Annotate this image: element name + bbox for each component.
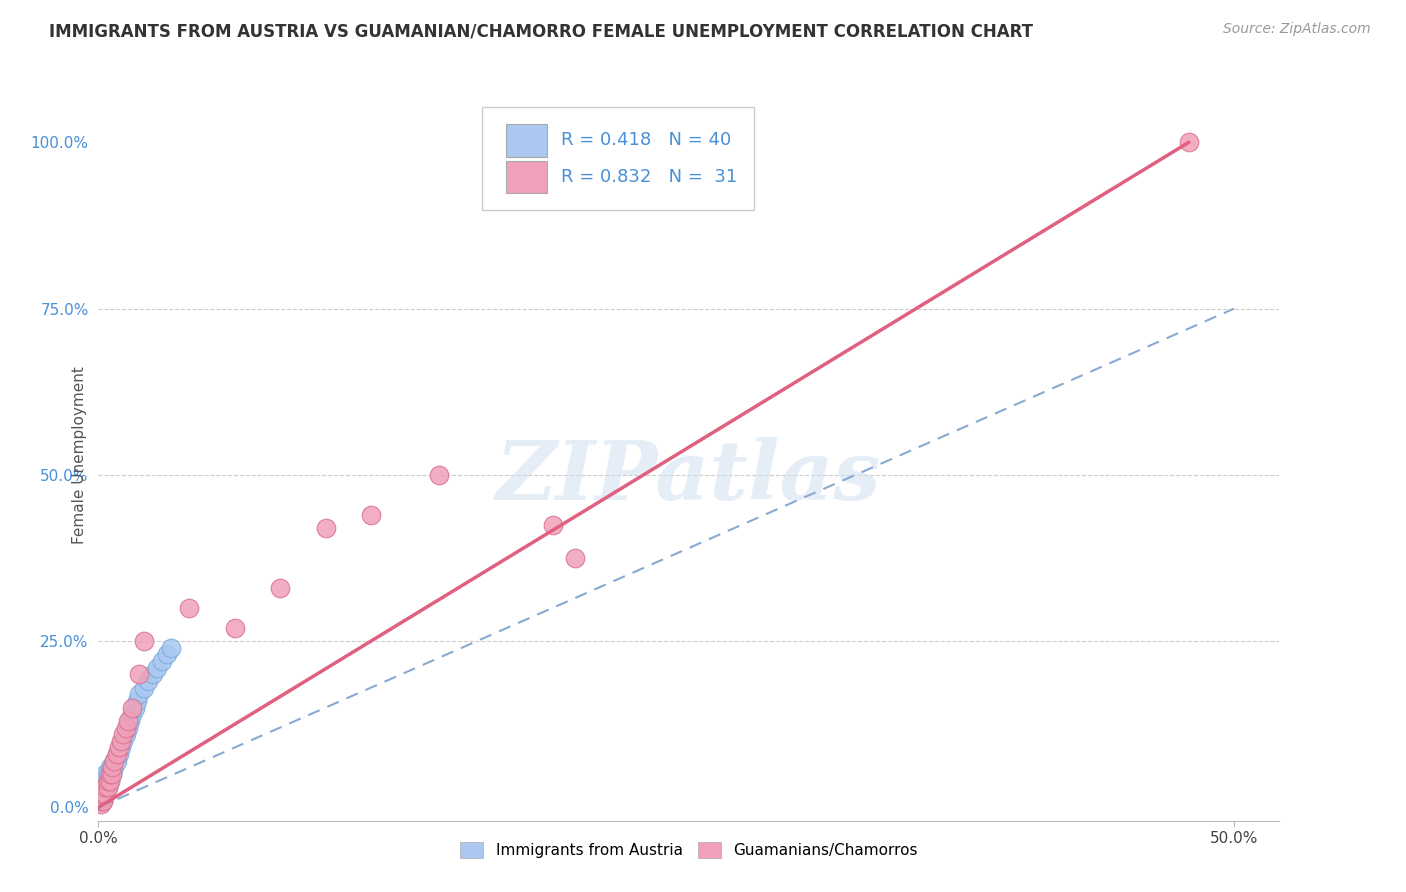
Legend: Immigrants from Austria, Guamanians/Chamorros: Immigrants from Austria, Guamanians/Cham… bbox=[454, 836, 924, 864]
Point bbox=[117, 721, 139, 735]
Point bbox=[90, 787, 112, 801]
Point bbox=[101, 767, 124, 781]
Point bbox=[94, 787, 117, 801]
Point bbox=[96, 780, 118, 795]
Point bbox=[105, 747, 128, 761]
FancyBboxPatch shape bbox=[506, 124, 547, 157]
Point bbox=[98, 767, 121, 781]
Point bbox=[96, 780, 118, 795]
Point bbox=[94, 773, 117, 788]
Point bbox=[98, 767, 121, 781]
Point bbox=[108, 747, 131, 761]
Point bbox=[108, 740, 131, 755]
Point bbox=[112, 727, 135, 741]
Point bbox=[110, 734, 132, 748]
Point bbox=[541, 517, 564, 532]
Point bbox=[103, 754, 125, 768]
Point bbox=[98, 773, 121, 788]
Point bbox=[90, 794, 112, 808]
Point bbox=[128, 667, 150, 681]
Point bbox=[101, 767, 124, 781]
Point bbox=[114, 721, 136, 735]
Point bbox=[90, 797, 112, 811]
Point bbox=[155, 648, 177, 662]
Point bbox=[101, 760, 124, 774]
Text: IMMIGRANTS FROM AUSTRIA VS GUAMANIAN/CHAMORRO FEMALE UNEMPLOYMENT CORRELATION CH: IMMIGRANTS FROM AUSTRIA VS GUAMANIAN/CHA… bbox=[49, 22, 1033, 40]
FancyBboxPatch shape bbox=[482, 108, 754, 210]
Point bbox=[112, 734, 135, 748]
Point bbox=[114, 727, 136, 741]
Point bbox=[120, 714, 142, 728]
Point bbox=[117, 714, 139, 728]
Point bbox=[128, 687, 150, 701]
Point bbox=[110, 740, 132, 755]
Point bbox=[160, 640, 183, 655]
Point bbox=[121, 700, 143, 714]
Point bbox=[98, 760, 121, 774]
Point bbox=[1177, 136, 1199, 150]
Y-axis label: Female Unemployment: Female Unemployment bbox=[72, 366, 87, 544]
Text: ZIPatlas: ZIPatlas bbox=[496, 437, 882, 516]
Point bbox=[96, 773, 118, 788]
Point bbox=[91, 794, 114, 808]
Point bbox=[360, 508, 382, 522]
Point bbox=[564, 551, 586, 566]
Point bbox=[90, 794, 112, 808]
Point bbox=[91, 780, 114, 795]
Point bbox=[138, 673, 160, 688]
FancyBboxPatch shape bbox=[506, 161, 547, 194]
Point bbox=[105, 747, 128, 761]
Point bbox=[179, 600, 201, 615]
Point bbox=[103, 754, 125, 768]
Point bbox=[91, 773, 114, 788]
Text: Source: ZipAtlas.com: Source: ZipAtlas.com bbox=[1223, 22, 1371, 37]
Point bbox=[121, 707, 143, 722]
Point bbox=[94, 787, 117, 801]
Point bbox=[96, 773, 118, 788]
Point bbox=[94, 780, 117, 795]
Point bbox=[132, 681, 155, 695]
Text: R = 0.418   N = 40: R = 0.418 N = 40 bbox=[561, 131, 731, 149]
Point bbox=[101, 760, 124, 774]
Point bbox=[91, 787, 114, 801]
Point bbox=[105, 754, 128, 768]
Point bbox=[427, 467, 450, 482]
Point bbox=[91, 787, 114, 801]
Point bbox=[94, 780, 117, 795]
Point bbox=[132, 634, 155, 648]
Point bbox=[150, 654, 173, 668]
Text: R = 0.832   N =  31: R = 0.832 N = 31 bbox=[561, 168, 738, 186]
Point bbox=[91, 794, 114, 808]
Point bbox=[224, 621, 246, 635]
Point bbox=[146, 661, 169, 675]
Point bbox=[94, 767, 117, 781]
Point bbox=[90, 780, 112, 795]
Point bbox=[269, 581, 291, 595]
Point bbox=[96, 767, 118, 781]
Point bbox=[315, 521, 337, 535]
Point bbox=[124, 700, 146, 714]
Point bbox=[142, 667, 165, 681]
Point bbox=[125, 694, 148, 708]
Point bbox=[98, 773, 121, 788]
Point bbox=[103, 760, 125, 774]
